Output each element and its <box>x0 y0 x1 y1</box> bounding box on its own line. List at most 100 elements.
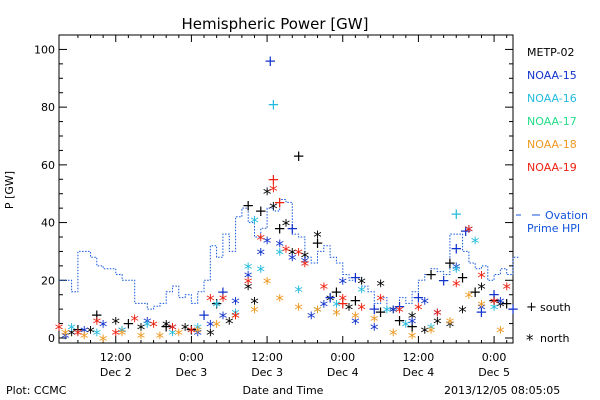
x-tick-date: Dec 4 <box>403 366 435 379</box>
data-point-metp-02-north: * <box>225 315 234 335</box>
data-point-noaa-16-north: * <box>471 234 480 254</box>
data-point-noaa-16-north: * <box>313 303 322 323</box>
data-point-metp-02-south: + <box>292 147 305 165</box>
data-point-noaa-15-north: * <box>143 315 152 335</box>
data-point-metp-02-south: + <box>242 196 255 214</box>
data-point-noaa-18-north: * <box>465 289 474 309</box>
data-point-noaa-15-north: * <box>339 274 348 294</box>
legend-satellite: METP-02 <box>527 46 575 59</box>
data-point-noaa-16-north: * <box>427 320 436 340</box>
data-point-noaa-18-north: * <box>275 292 284 312</box>
data-point-metp-02-south: + <box>456 268 469 286</box>
data-point-noaa-16-north: * <box>193 320 202 340</box>
y-tick-label: 20 <box>41 274 55 287</box>
data-point-metp-02-south: + <box>254 202 267 220</box>
data-point-noaa-19-north: * <box>477 269 486 289</box>
legend-north-label: north <box>540 332 570 345</box>
data-point-noaa-18-north: * <box>118 326 127 346</box>
x-axis-label: Date and Time <box>243 384 324 397</box>
data-point-noaa-19-north: * <box>244 274 253 294</box>
data-point-noaa-18-north: * <box>408 329 417 349</box>
data-point-noaa-19-north: * <box>414 300 423 320</box>
data-point-noaa-16-north: * <box>168 326 177 346</box>
data-point-noaa-15-north: * <box>168 320 177 340</box>
y-tick-label: 40 <box>41 217 55 230</box>
data-point-metp-02-north: * <box>446 318 455 338</box>
data-point-noaa-15-south: + <box>217 283 230 301</box>
data-point-metp-02-north: * <box>67 326 76 346</box>
y-axis-label: P [GW] <box>3 171 16 209</box>
x-tick-time: 12:00 <box>251 351 283 364</box>
data-point-noaa-18-north: * <box>61 326 70 346</box>
data-point-noaa-15-north: * <box>206 318 215 338</box>
data-point-noaa-18-north: * <box>175 326 184 346</box>
data-point-noaa-15-north: * <box>80 323 89 343</box>
data-point-noaa-15-south: + <box>264 52 277 70</box>
data-point-noaa-15-north: * <box>193 326 202 346</box>
data-point-metp-02-south: + <box>406 317 419 335</box>
data-point-noaa-19-north: * <box>502 280 511 300</box>
data-point-noaa-18-north: * <box>250 303 259 323</box>
data-point-noaa-16-north: * <box>294 283 303 303</box>
data-point-noaa-15-north: * <box>452 260 461 280</box>
data-point-noaa-15-south: + <box>412 289 425 307</box>
data-point-noaa-15-south: + <box>349 268 362 286</box>
x-tick-time: 0:00 <box>330 351 355 364</box>
data-point-noaa-19-north: * <box>219 292 228 312</box>
data-point-noaa-16-north: * <box>118 323 127 343</box>
x-tick-time: 12:00 <box>403 351 435 364</box>
data-point-noaa-18-north: * <box>263 274 272 294</box>
data-point-metp-02-north: * <box>301 248 310 268</box>
x-tick-date: Dec 2 <box>100 366 132 379</box>
data-point-noaa-16-north: * <box>250 214 259 234</box>
data-point-metp-02-south: + <box>91 306 104 324</box>
data-point-noaa-19-north: * <box>187 323 196 343</box>
data-point-noaa-19-south: + <box>267 170 280 188</box>
data-point-noaa-18-north: * <box>294 300 303 320</box>
data-point-metp-02-north: * <box>288 245 297 265</box>
data-point-noaa-18-north: * <box>212 318 221 338</box>
x-axis: 12:00 Dec 2 0:00 Dec 3 12:00 Dec 3 0:00 Dec 4 12… <box>77 35 510 379</box>
data-point-noaa-19-north: * <box>465 222 474 242</box>
x-tick-time: 0:00 <box>179 351 204 364</box>
data-point-noaa-16-north: * <box>452 263 461 283</box>
data-point-noaa-15-north: * <box>301 254 310 274</box>
legend-satellite: NOAA-18 <box>527 138 577 151</box>
data-point-noaa-15-north: * <box>263 234 272 254</box>
data-point-metp-02-south: + <box>330 283 343 301</box>
data-point-noaa-19-north: * <box>168 320 177 340</box>
data-point-noaa-15-north: * <box>244 269 253 289</box>
data-point-metp-02-north: * <box>269 199 278 219</box>
data-point-metp-02-north: * <box>313 228 322 248</box>
data-point-noaa-15-south: + <box>450 240 463 258</box>
data-point-metp-02-south: + <box>160 317 173 335</box>
data-point-metp-02-south: + <box>72 320 85 338</box>
data-point-noaa-19-north: * <box>257 231 266 251</box>
data-point-noaa-15-north: * <box>231 294 240 314</box>
x-tick-date: Dec 3 <box>251 366 283 379</box>
data-point-noaa-15-north: * <box>465 222 474 242</box>
data-point-noaa-19-north: * <box>206 292 215 312</box>
data-point-metp-02-north: * <box>458 303 467 323</box>
data-point-noaa-19-south: + <box>336 294 349 312</box>
data-point-metp-02-south: + <box>444 254 457 272</box>
data-point-metp-02-north: * <box>86 323 95 343</box>
data-point-noaa-19-north: * <box>149 318 158 338</box>
data-point-noaa-16-north: * <box>383 303 392 323</box>
data-point-noaa-16-north: * <box>357 283 366 303</box>
data-point-noaa-15-north: * <box>420 294 429 314</box>
data-point-noaa-16-south: + <box>267 95 280 113</box>
data-point-noaa-19-north: * <box>357 300 366 320</box>
data-point-noaa-15-south: + <box>507 300 520 318</box>
data-point-noaa-15-north: * <box>288 251 297 271</box>
y-axis: 0 20 40 60 80 100 <box>34 43 513 345</box>
y-tick-label: 60 <box>41 159 55 172</box>
data-point-noaa-19-north: * <box>294 245 303 265</box>
data-point-noaa-15-south: + <box>393 297 406 315</box>
data-point-metp-02-north: * <box>357 274 366 294</box>
data-point-metp-02-south: + <box>349 291 362 309</box>
data-point-metp-02-south: + <box>469 283 482 301</box>
legend-satellite: NOAA-15 <box>527 69 577 82</box>
legend-south-symbol: + <box>526 300 537 315</box>
data-point-noaa-19-north: * <box>452 277 461 297</box>
